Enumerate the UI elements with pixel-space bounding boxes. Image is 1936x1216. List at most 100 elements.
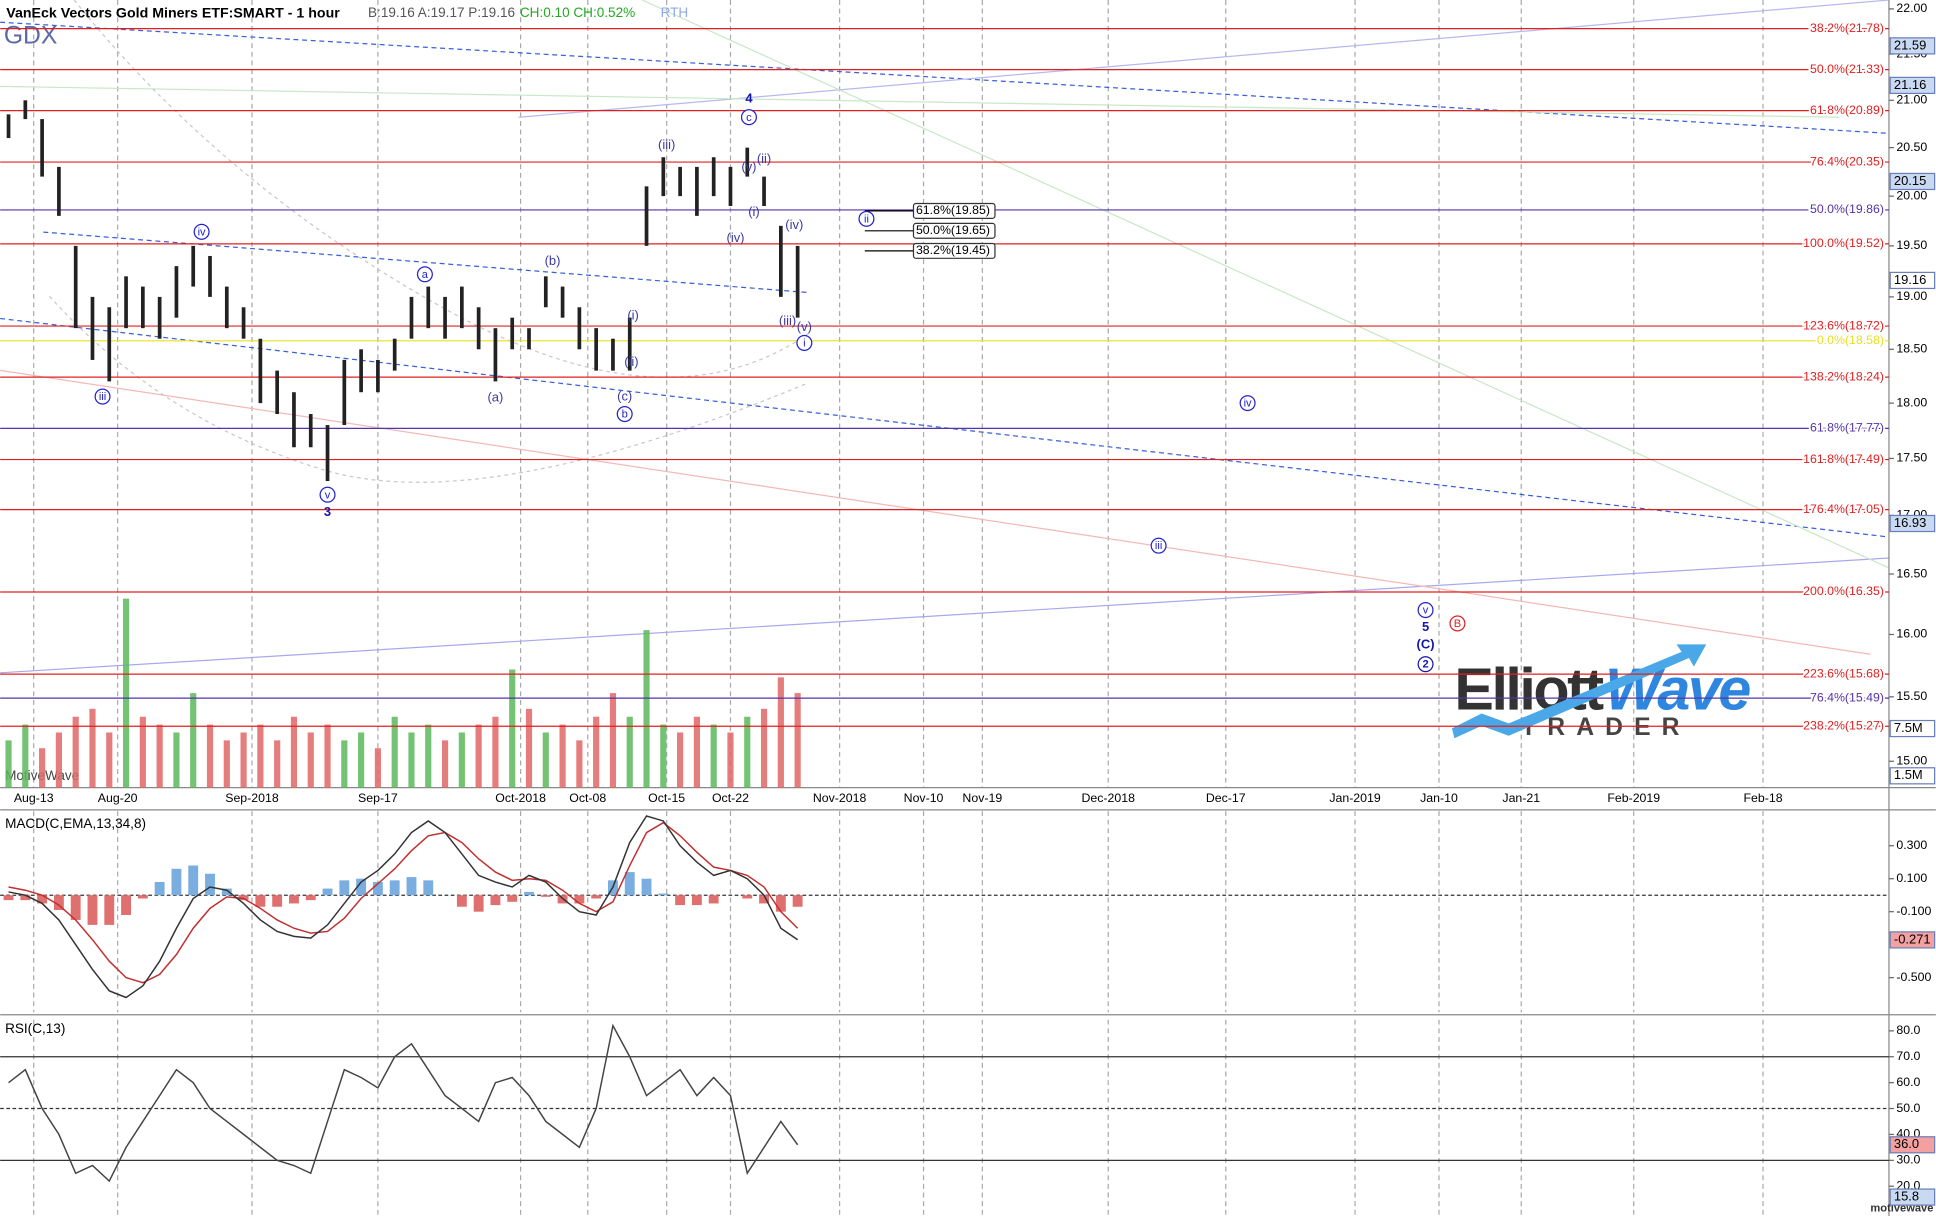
histogram-bar [87, 895, 98, 925]
x-tick-label: Oct-08 [569, 791, 606, 805]
fib-label: 50.0%(19.86) [1810, 202, 1884, 216]
volume-bar [156, 724, 163, 788]
value-marker-box [1889, 76, 1936, 95]
volume-bar [274, 740, 281, 788]
value-marker-box [1889, 172, 1936, 191]
wave-circle [416, 266, 433, 283]
trend-line [0, 21, 1889, 134]
histogram-bar [339, 880, 350, 896]
volume-bar [240, 732, 247, 788]
rsi-line [8, 1023, 799, 1183]
x-tick-label: Nov-2018 [813, 791, 867, 805]
x-tick-label: Nov-19 [962, 791, 1002, 805]
volume-bar [39, 748, 46, 788]
wave-label: v [1423, 605, 1429, 617]
value-marker-label: 15.8 [1894, 1189, 1919, 1204]
y-tick-label: 19.00 [1896, 289, 1927, 303]
fib-box [912, 202, 996, 219]
wave-label: iv [1244, 398, 1252, 410]
histogram-bar [289, 895, 299, 904]
volume-bar [139, 716, 146, 788]
wave-label: i [803, 337, 805, 349]
value-marker-box [1889, 931, 1936, 949]
y-tick-label: 20.50 [1896, 140, 1927, 154]
quote: B:19.16 A:19.17 P:19.16 [368, 5, 515, 20]
wave-label: (v) [797, 319, 812, 334]
logo: Elliott Wave TRADER [1451, 644, 1753, 741]
volume-bar [492, 716, 499, 788]
wave-circle [319, 486, 336, 503]
wave-label: iv [198, 226, 206, 238]
histogram-bar [675, 895, 686, 906]
fib-label: 176.4%(17.05) [1803, 502, 1884, 516]
fib-box [912, 222, 996, 239]
volume-bar [22, 724, 29, 788]
histogram-bar [490, 895, 501, 906]
volume-bar [190, 693, 197, 788]
wave-label: c [746, 112, 752, 124]
wave-label: (iii) [779, 313, 796, 328]
logo-word: Elliott [1454, 655, 1603, 722]
volume-bar [475, 724, 482, 788]
volume-bar [626, 716, 633, 788]
wave-label: (i) [748, 204, 760, 219]
logo-arrow [1451, 644, 1707, 739]
volume-bar [89, 708, 96, 788]
histogram-bar [272, 895, 283, 907]
histogram-bar [137, 895, 148, 899]
histogram-bar [524, 891, 534, 896]
wave-label: a [422, 269, 429, 281]
volume-bar [391, 716, 398, 788]
y-tick-label: 80.0 [1896, 1023, 1920, 1037]
value-marker-box [1889, 767, 1936, 785]
wave-circle [1449, 615, 1466, 632]
histogram-bar [37, 895, 48, 904]
fib-label: 100.0%(19.52) [1803, 236, 1884, 250]
fib-label: 123.6%(18.72) [1803, 318, 1884, 332]
wave-label: B [1454, 618, 1461, 630]
histogram-bar [406, 877, 417, 896]
y-tick-label: 0.300 [1896, 838, 1927, 852]
fib-label: 38.2%(21.78) [1810, 21, 1884, 35]
y-tick-label: 70.0 [1896, 1049, 1920, 1063]
y-tick-label: 16.00 [1896, 627, 1927, 641]
volume-bar [458, 732, 465, 788]
volume-bar [324, 724, 331, 788]
volume-bar [307, 732, 314, 788]
fib-label: 200.0%(16.35) [1803, 584, 1884, 598]
value-marker-label: 19.16 [1894, 272, 1926, 287]
value-marker-box [1889, 1188, 1936, 1206]
y-tick-label: -0.100 [1896, 904, 1931, 918]
histogram-bar [473, 895, 484, 912]
fib-label: 76.4%(15.49) [1810, 690, 1884, 704]
wave-label: v [325, 489, 331, 501]
change: CH:0.10 CH:0.52% [520, 5, 635, 20]
wave-circle [616, 406, 633, 423]
histogram-bar [792, 895, 803, 907]
wave-label: ii [864, 213, 869, 225]
y-tick-label: 19.50 [1896, 238, 1927, 252]
y-tick-label: 17.50 [1896, 451, 1927, 465]
wave-label: 4 [745, 90, 753, 105]
x-tick-label: Feb-2019 [1607, 791, 1660, 805]
volume-bar [542, 732, 549, 788]
wave-circle [740, 109, 757, 126]
volume-bar [794, 693, 801, 788]
y-tick-label: 30.0 [1896, 1153, 1920, 1167]
y-tick-label: 0.100 [1896, 871, 1927, 885]
wave-label: 3 [324, 504, 331, 519]
volume-bar [643, 630, 650, 788]
value-marker-label: 16.93 [1894, 515, 1926, 530]
wave-label: b [622, 409, 628, 421]
volume-bar [206, 724, 214, 788]
panel-title: MACD(C,EMA,13,34,8) [5, 816, 146, 831]
wave-label: (a) [488, 390, 504, 405]
x-tick-label: Oct-2018 [495, 791, 546, 805]
x-tick-label: Sep-2018 [225, 791, 279, 805]
volume-bar [693, 716, 700, 788]
histogram-bar [171, 868, 182, 896]
wave-circle [858, 210, 875, 227]
x-tick-label: Dec-17 [1206, 791, 1246, 805]
value-marker-label: 36.0 [1894, 1136, 1919, 1151]
